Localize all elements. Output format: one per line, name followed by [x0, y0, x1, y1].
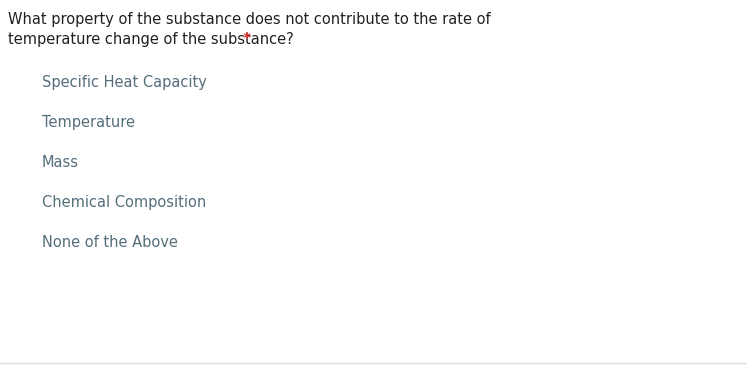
Text: Temperature: Temperature [42, 115, 135, 130]
Text: Mass: Mass [42, 155, 79, 170]
Text: Specific Heat Capacity: Specific Heat Capacity [42, 75, 207, 90]
Text: temperature change of the substance?: temperature change of the substance? [8, 32, 294, 47]
Text: What property of the substance does not contribute to the rate of: What property of the substance does not … [8, 12, 491, 27]
Text: *: * [238, 32, 251, 47]
Text: Chemical Composition: Chemical Composition [42, 195, 206, 210]
Text: None of the Above: None of the Above [42, 235, 178, 250]
